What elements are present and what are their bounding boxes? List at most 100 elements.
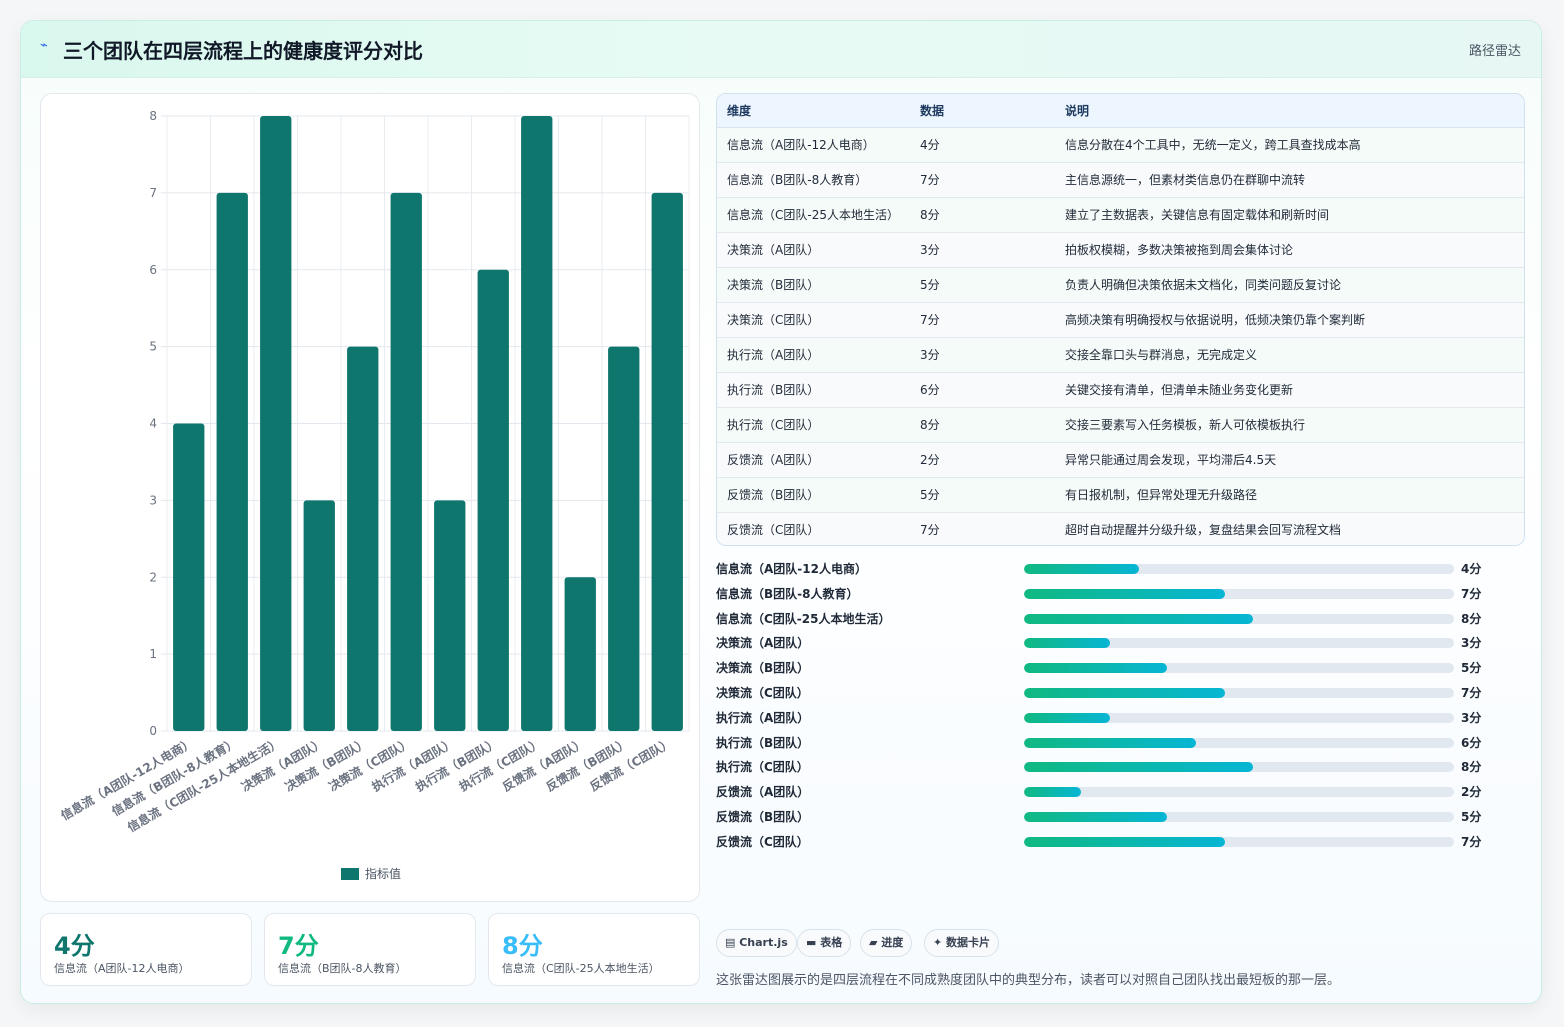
bar[interactable] bbox=[434, 500, 466, 731]
table-cell: 负责人明确但决策依据未文档化，同类问题反复讨论 bbox=[1055, 267, 1524, 303]
progress-row: 执行流（B团队） 6分 bbox=[716, 731, 1496, 756]
progress-fill bbox=[1024, 787, 1082, 798]
bar-chart-panel: 0 1 2 3 4 5 6 7 8 信息流（A团队-12人电商） 信息流（B团队-8人教育） 信息流（… bbox=[40, 93, 700, 902]
header-bar: ⌁ 三个团队在四层流程上的健康度评分对比 路径雷达 bbox=[21, 21, 1541, 78]
table-cell: 反馈流（A团队） bbox=[717, 442, 910, 478]
progress-label: 信息流（C团队-25人本地生活） bbox=[716, 611, 891, 626]
stat-card: 7分 信息流（B团队-8人教育） bbox=[264, 913, 476, 986]
y-tick-label: 6 bbox=[149, 263, 157, 277]
progress-value: 2分 bbox=[1461, 785, 1482, 800]
table-row: 反馈流（A团队） 2分 异常只能通过周会发现，平均滞后4.5天 bbox=[717, 442, 1524, 478]
bar[interactable] bbox=[173, 423, 205, 732]
progress-row: 执行流（C团队） 8分 bbox=[716, 755, 1496, 780]
progress-value: 3分 bbox=[1461, 710, 1482, 725]
table-cell: 决策流（B团队） bbox=[717, 267, 910, 303]
progress-fill bbox=[1024, 588, 1225, 599]
table-header-row: 维度 数据 说明 bbox=[717, 94, 1524, 128]
progress-row: 信息流（A团队-12人电商） 4分 bbox=[716, 557, 1496, 582]
progress-fill bbox=[1024, 638, 1110, 649]
table-cell: 5分 bbox=[910, 477, 1055, 513]
stat-value: 4分 bbox=[54, 932, 95, 960]
table-cell: 执行流（C团队） bbox=[717, 407, 910, 443]
table-cell: 交接三要素写入任务模板，新人可依模板执行 bbox=[1055, 407, 1524, 443]
progress-track bbox=[1024, 564, 1454, 574]
progress-label: 决策流（A团队） bbox=[716, 636, 810, 651]
table-cell: 拍板权模糊，多数决策被拖到周会集体讨论 bbox=[1055, 232, 1524, 268]
table-cell: 异常只能通过周会发现，平均滞后4.5天 bbox=[1055, 442, 1524, 478]
progress-fill bbox=[1024, 564, 1139, 574]
y-tick-label: 4 bbox=[149, 417, 157, 431]
progress-row: 决策流（A团队） 3分 bbox=[716, 631, 1496, 656]
table-header-cell: 说明 bbox=[1055, 94, 1524, 128]
progress-fill bbox=[1024, 811, 1168, 822]
bar[interactable] bbox=[521, 116, 553, 731]
chip-label: 表格 bbox=[820, 936, 843, 949]
bar[interactable] bbox=[477, 269, 509, 731]
progress-row: 信息流（C团队-25人本地生活） 8分 bbox=[716, 607, 1496, 632]
progress-value: 3分 bbox=[1461, 636, 1482, 651]
table-cell: 7分 bbox=[920, 523, 940, 538]
progress-icon: ▰ bbox=[869, 936, 882, 949]
header-tag[interactable]: 路径雷达 bbox=[1468, 44, 1521, 59]
table-cell: 8分 bbox=[910, 407, 1055, 443]
progress-track bbox=[1024, 762, 1454, 773]
data-table-panel: 维度 数据 说明 信息流（A团队-12人电商） 4分 信息分散在4个工具中，无统一定义，… bbox=[716, 93, 1525, 546]
table-cell: 6分 bbox=[910, 372, 1055, 408]
table-row: 信息流（A团队-12人电商） 4分 信息分散在4个工具中，无统一定义，跨工具查找成本… bbox=[717, 127, 1524, 163]
progress-fill bbox=[1024, 613, 1254, 624]
bar[interactable] bbox=[303, 500, 335, 731]
progress-label: 反馈流（A团队） bbox=[716, 785, 810, 800]
progress-fill bbox=[1024, 663, 1168, 674]
table-cell: 8分 bbox=[910, 197, 1055, 233]
stat-value: 7分 bbox=[278, 932, 319, 960]
progress-label: 执行流（C团队） bbox=[716, 760, 809, 775]
table-cell: 反馈流（B团队） bbox=[717, 477, 910, 513]
main-card: ⌁ 三个团队在四层流程上的健康度评分对比 路径雷达 0 1 2 3 4 5 6 7 8 信息流（A… bbox=[20, 20, 1542, 1004]
table-cell: 建立了主数据表，关键信息有固定载体和刷新时间 bbox=[1055, 197, 1524, 233]
stat-cards: 4分 信息流（A团队-12人电商） 7分 信息流（B团队-8人教育） 8分 信息流（C团队… bbox=[40, 913, 700, 986]
bar[interactable] bbox=[347, 346, 379, 731]
progress-label: 反馈流（C团队） bbox=[716, 834, 809, 849]
bar[interactable] bbox=[260, 116, 292, 731]
table-cell: 2分 bbox=[910, 442, 1055, 478]
table-cell: 反馈流（C团队） bbox=[727, 523, 820, 538]
table-body: 信息流（A团队-12人电商） 4分 信息分散在4个工具中，无统一定义，跨工具查找成本… bbox=[717, 127, 1524, 545]
stat-label: 信息流（C团队-25人本地生活） bbox=[502, 962, 660, 975]
progress-label: 反馈流（B团队） bbox=[716, 809, 810, 824]
progress-value: 4分 bbox=[1461, 562, 1482, 576]
table-cell: 7分 bbox=[910, 162, 1055, 198]
progress-track bbox=[1024, 787, 1454, 798]
progress-value: 6分 bbox=[1461, 735, 1482, 750]
progress-label: 决策流（B团队） bbox=[716, 661, 810, 676]
page-title: 三个团队在四层流程上的健康度评分对比 bbox=[63, 39, 423, 63]
legend-swatch[interactable] bbox=[341, 868, 359, 880]
data-table: 维度 数据 说明 信息流（A团队-12人电商） 4分 信息分散在4个工具中，无统一定义，… bbox=[717, 94, 1524, 545]
table-cell: 有日报机制，但异常处理无升级路径 bbox=[1055, 477, 1524, 513]
table-cell: 5分 bbox=[910, 267, 1055, 303]
progress-value: 8分 bbox=[1461, 760, 1482, 775]
chart-icon: ▤ bbox=[725, 936, 740, 949]
progress-track bbox=[1024, 712, 1454, 723]
table-cell: 决策流（C团队） bbox=[717, 302, 910, 338]
footnote: 这张雷达图展示的是四层流程在不同成熟度团队中的典型分布，读者可以对照自己团队找出… bbox=[716, 973, 1341, 988]
sparkle-icon: ✦ bbox=[933, 936, 947, 949]
y-tick-label: 8 bbox=[149, 109, 157, 123]
bar[interactable] bbox=[390, 192, 422, 731]
chip-progress[interactable]: ▰ 进度 bbox=[860, 929, 913, 957]
chip-sparkle[interactable]: ✦ 数据卡片 bbox=[924, 929, 1000, 957]
bar[interactable] bbox=[564, 577, 596, 731]
chip-label: 进度 bbox=[881, 936, 904, 949]
stat-label: 信息流（A团队-12人电商） bbox=[54, 962, 190, 975]
bar[interactable] bbox=[216, 192, 248, 731]
bar[interactable] bbox=[608, 346, 640, 731]
chip-table[interactable]: ▬ 表格 bbox=[797, 929, 852, 957]
y-tick-label: 3 bbox=[149, 493, 157, 507]
table-header-cell: 数据 bbox=[910, 94, 1055, 128]
y-tick-label: 5 bbox=[149, 340, 157, 354]
progress-value: 7分 bbox=[1461, 685, 1482, 700]
bar[interactable] bbox=[651, 192, 683, 731]
progress-track bbox=[1024, 737, 1454, 748]
chip-chart[interactable]: ▤ Chart.js bbox=[716, 929, 797, 957]
pulse-icon: ⌁ bbox=[40, 38, 48, 53]
table-row: 决策流（C团队） 7分 高频决策有明确授权与依据说明，低频决策仍靠个案判断 bbox=[717, 302, 1524, 338]
